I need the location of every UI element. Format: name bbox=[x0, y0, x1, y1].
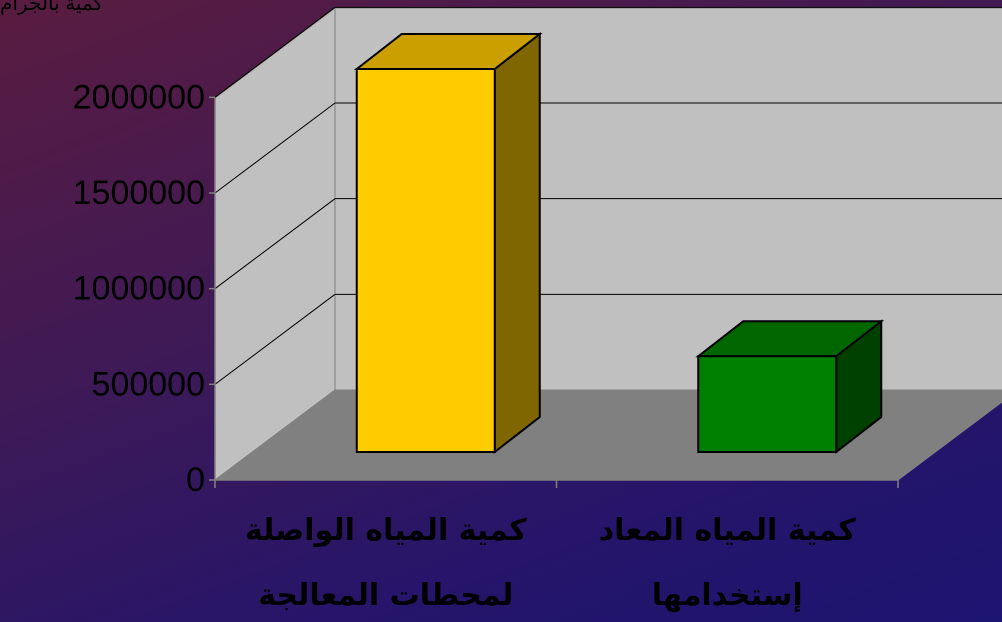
y-axis-title: كمية بالجرام bbox=[0, 0, 104, 15]
gridline-side bbox=[214, 293, 336, 385]
x-tick-label: كمية المياه المعاد bbox=[599, 513, 857, 548]
chart-walls bbox=[213, 7, 1002, 481]
tick-labels: 0 500000 1000000 1500000 2000000 كمية المياه … bbox=[73, 78, 857, 613]
bar-side bbox=[493, 31, 541, 455]
x-tick-label: إستخدامها bbox=[652, 578, 803, 613]
gridline-side bbox=[214, 198, 336, 290]
y-tick-label: 1500000 bbox=[73, 174, 205, 212]
axes bbox=[209, 96, 899, 488]
x-tick-label: كمية المياه الواصلة bbox=[245, 513, 527, 548]
bar-1 bbox=[353, 31, 543, 455]
bar-front bbox=[697, 355, 838, 453]
gridline-side bbox=[214, 6, 336, 98]
bars bbox=[353, 31, 885, 455]
floor bbox=[213, 389, 1002, 481]
y-tick-label: 2000000 bbox=[73, 78, 205, 116]
gridline-side bbox=[214, 102, 336, 194]
x-tick-label: لمحطات المعالجة bbox=[258, 578, 513, 613]
y-tick-label: 1000000 bbox=[73, 270, 205, 308]
y-tick-label: 0 bbox=[186, 461, 205, 499]
y-tick-label: 500000 bbox=[92, 365, 205, 403]
bar-2 bbox=[695, 319, 885, 455]
bar-front bbox=[355, 68, 496, 453]
